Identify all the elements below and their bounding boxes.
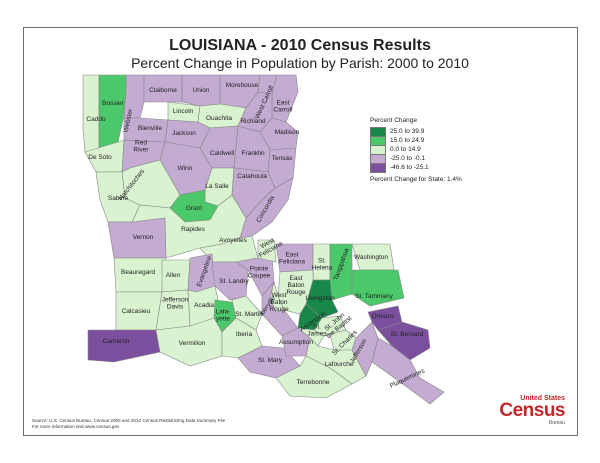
source-line: Source: U.S. Census Bureau, Census 2000 … — [32, 418, 226, 423]
map-title: LOUISIANA - 2010 Census Results — [169, 37, 431, 54]
parish-west-feliciana — [257, 239, 277, 263]
parish-label: East Feliciana — [279, 252, 305, 266]
parish-label: Lincoln — [173, 108, 194, 115]
parish-label: Sabine — [108, 195, 129, 202]
parish-label: Ouachita — [206, 115, 232, 122]
parish-label: Vernon — [133, 234, 154, 241]
parish-label: Livingston — [305, 295, 335, 302]
legend-label: -46.6 to -25.1 — [390, 164, 429, 171]
parish-label: Caddo — [86, 116, 106, 123]
legend-label: 25.0 to 39.9 — [390, 128, 425, 135]
legend-swatch — [370, 162, 386, 173]
census-bureau-logo: United States Census Bureau — [495, 395, 565, 426]
parish-label: Washington — [354, 254, 388, 261]
parish-label: Assumption — [279, 339, 313, 346]
parish-label: Terrebonne — [297, 379, 330, 386]
legend-label: 0.0 to 14.9 — [390, 146, 421, 153]
parish-label: Catahoula — [237, 173, 267, 180]
parish-label: Bienville — [138, 125, 163, 132]
logo-census: Census — [499, 400, 565, 421]
parish-label: Rapides — [181, 226, 206, 233]
parish-label: Richland — [240, 118, 266, 125]
parish-label: Union — [193, 87, 210, 94]
parish-label: Cameron — [103, 338, 130, 345]
parish-label: Caldwell — [210, 150, 235, 157]
parish-east-carroll — [271, 74, 299, 123]
parish-label: East Baton Rouge — [286, 275, 306, 296]
parish-label: Winn — [178, 165, 193, 172]
parish-label: St. Mary — [258, 357, 283, 364]
parish-label: East Carroll — [273, 100, 293, 114]
state-percent-change: Percent Change for State: 1.4% — [370, 176, 462, 183]
parish-label: St. Tammany — [355, 293, 394, 300]
parish-label: La Salle — [205, 183, 229, 190]
legend: Percent Change 25.0 to 39.9 15.0 to 24.9… — [370, 117, 462, 183]
parish-label: Franklin — [241, 150, 265, 157]
parish-label: St. Bernard — [391, 331, 424, 338]
parish-st-martin — [231, 295, 263, 331]
parish-st-tammany — [351, 269, 405, 307]
parish-label: Pointe Coupee — [248, 266, 271, 280]
parish-label: Tensas — [272, 155, 293, 162]
parish-label: Calcasieu — [122, 308, 151, 315]
parish-label: St. Landry — [219, 278, 249, 285]
legend-label: 15.0 to 24.9 — [390, 137, 425, 144]
parish-label: Morehouse — [226, 82, 259, 89]
parish-label: Lafourche — [325, 361, 354, 368]
parish-caddo — [82, 74, 100, 153]
parish-rapides — [131, 194, 247, 259]
parish-label: Vermilion — [179, 340, 206, 347]
parish-label: Jefferson Davis — [162, 297, 189, 311]
source-note: Source: U.S. Census Bureau, Census 2000 … — [32, 418, 225, 430]
parish-label: Acadia — [194, 302, 214, 309]
logo-bureau: Bureau — [548, 420, 565, 426]
parish-cameron — [87, 329, 161, 363]
parish-label: St. Helena — [312, 258, 333, 272]
parish-label: Grant — [186, 205, 202, 212]
parish-plaquemines — [371, 337, 445, 405]
parish-label: Lafa-yette — [216, 309, 231, 323]
parish-iberville — [261, 281, 299, 337]
map-subtitle: Percent Change in Population by Parish: … — [131, 55, 469, 71]
parish-label: Allen — [166, 272, 181, 279]
parish-label: Claiborne — [149, 87, 177, 94]
parish-label: Beauregard — [121, 269, 155, 276]
parish-label: De Soto — [88, 154, 112, 161]
parish-label: Orleans — [372, 313, 396, 320]
parish-label: Bossier — [102, 100, 125, 107]
source-url-line: For more information visit www.census.go… — [32, 424, 120, 429]
parish-label: Iberia — [236, 331, 253, 338]
parish-bossier — [98, 74, 127, 151]
parish-terrebonne — [275, 355, 353, 399]
legend-label: -25.0 to -0.1 — [390, 155, 426, 162]
logo-united-states: United States — [520, 395, 565, 402]
parish-label: Jackson — [172, 130, 196, 137]
legend-title: Percent Change — [370, 117, 417, 124]
parish-label: West Baton Rouge — [269, 292, 289, 313]
parish-st-james — [297, 327, 325, 347]
parish-label: Madison — [275, 129, 300, 136]
parish-label: St. Martin — [235, 311, 263, 318]
parish-label: St. James — [307, 324, 327, 338]
parish-label: Red River — [133, 140, 149, 154]
parish-tangipahoa — [329, 243, 353, 301]
legend-item: -46.6 to -25.1 — [370, 162, 462, 173]
parish-label: Avoyelles — [219, 237, 247, 244]
